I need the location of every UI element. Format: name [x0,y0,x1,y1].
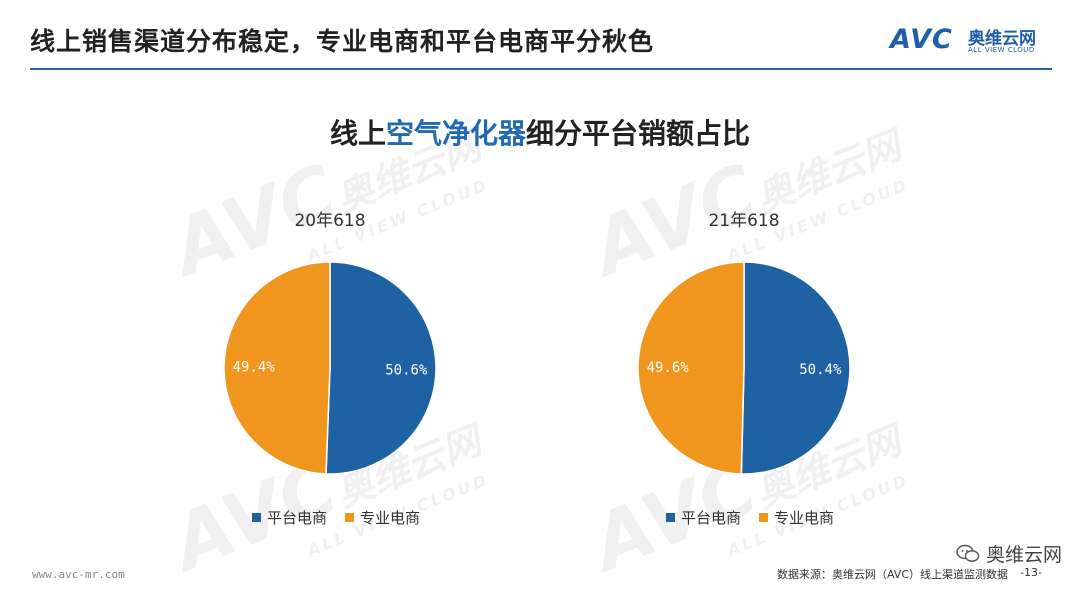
chart-title: 线上空气净化器细分平台销额占比 [0,112,1080,152]
chart-title-prefix: 线上 [329,117,386,150]
legend-item-platform: 平台电商 [252,507,327,528]
legend-label-platform: 平台电商 [267,509,328,527]
legend-item-professional: 专业电商 [759,507,834,528]
legend-item-professional: 专业电商 [345,507,420,528]
pie-slice-platform [325,261,437,475]
pie-2-legend: 平台电商 专业电商 [666,507,834,528]
footer-source: 数据来源：奥维云网（AVC）线上渠道监测数据 [776,568,1008,581]
wechat-account: 奥维云网 [956,540,1062,567]
chart-title-suffix: 细分平台销额占比 [526,117,751,150]
legend-swatch-platform [252,513,261,522]
pie-2-title: 21年618 [708,211,780,231]
wechat-name: 奥维云网 [985,544,1062,566]
legend-swatch-professional [345,513,355,522]
pie-slice-professional [637,261,745,475]
logo-en: ALL VIEW CLOUD [968,46,1035,54]
legend-label-professional: 专业电商 [360,509,421,527]
data-label-professional: 49.6% [647,360,690,376]
wechat-icon [956,544,980,562]
legend-swatch-professional [759,513,769,522]
pie-slice-professional [223,261,331,475]
avc-logo: AVC 奥维云网 ALL VIEW CLOUD [890,24,1060,60]
pie-1-legend: 平台电商 专业电商 [252,507,420,528]
legend-swatch-platform [666,513,675,522]
page-number: -13- [1020,566,1042,579]
pie-chart-1: 50.6% 49.4% [223,261,437,475]
legend-label-platform: 平台电商 [681,509,742,527]
data-label-professional: 49.4% [233,360,276,376]
legend-item-platform: 平台电商 [666,507,741,528]
slide-title: 线上销售渠道分布稳定，专业电商和平台电商平分秋色 [30,27,655,56]
data-label-platform: 50.4% [799,362,842,378]
chart-title-highlight: 空气净化器 [385,117,526,150]
pie-chart-2: 50.4% 49.6% [637,261,851,475]
footer-url[interactable]: www.avc-mr.com [32,568,125,581]
data-label-platform: 50.6% [385,362,428,378]
title-rule [30,68,1052,70]
logo-mark: AVC [890,24,953,55]
legend-label-professional: 专业电商 [774,509,835,527]
logo-cn: 奥维云网 [968,29,1036,49]
pie-slice-platform [740,261,851,475]
pie-1-title: 20年618 [294,211,366,231]
